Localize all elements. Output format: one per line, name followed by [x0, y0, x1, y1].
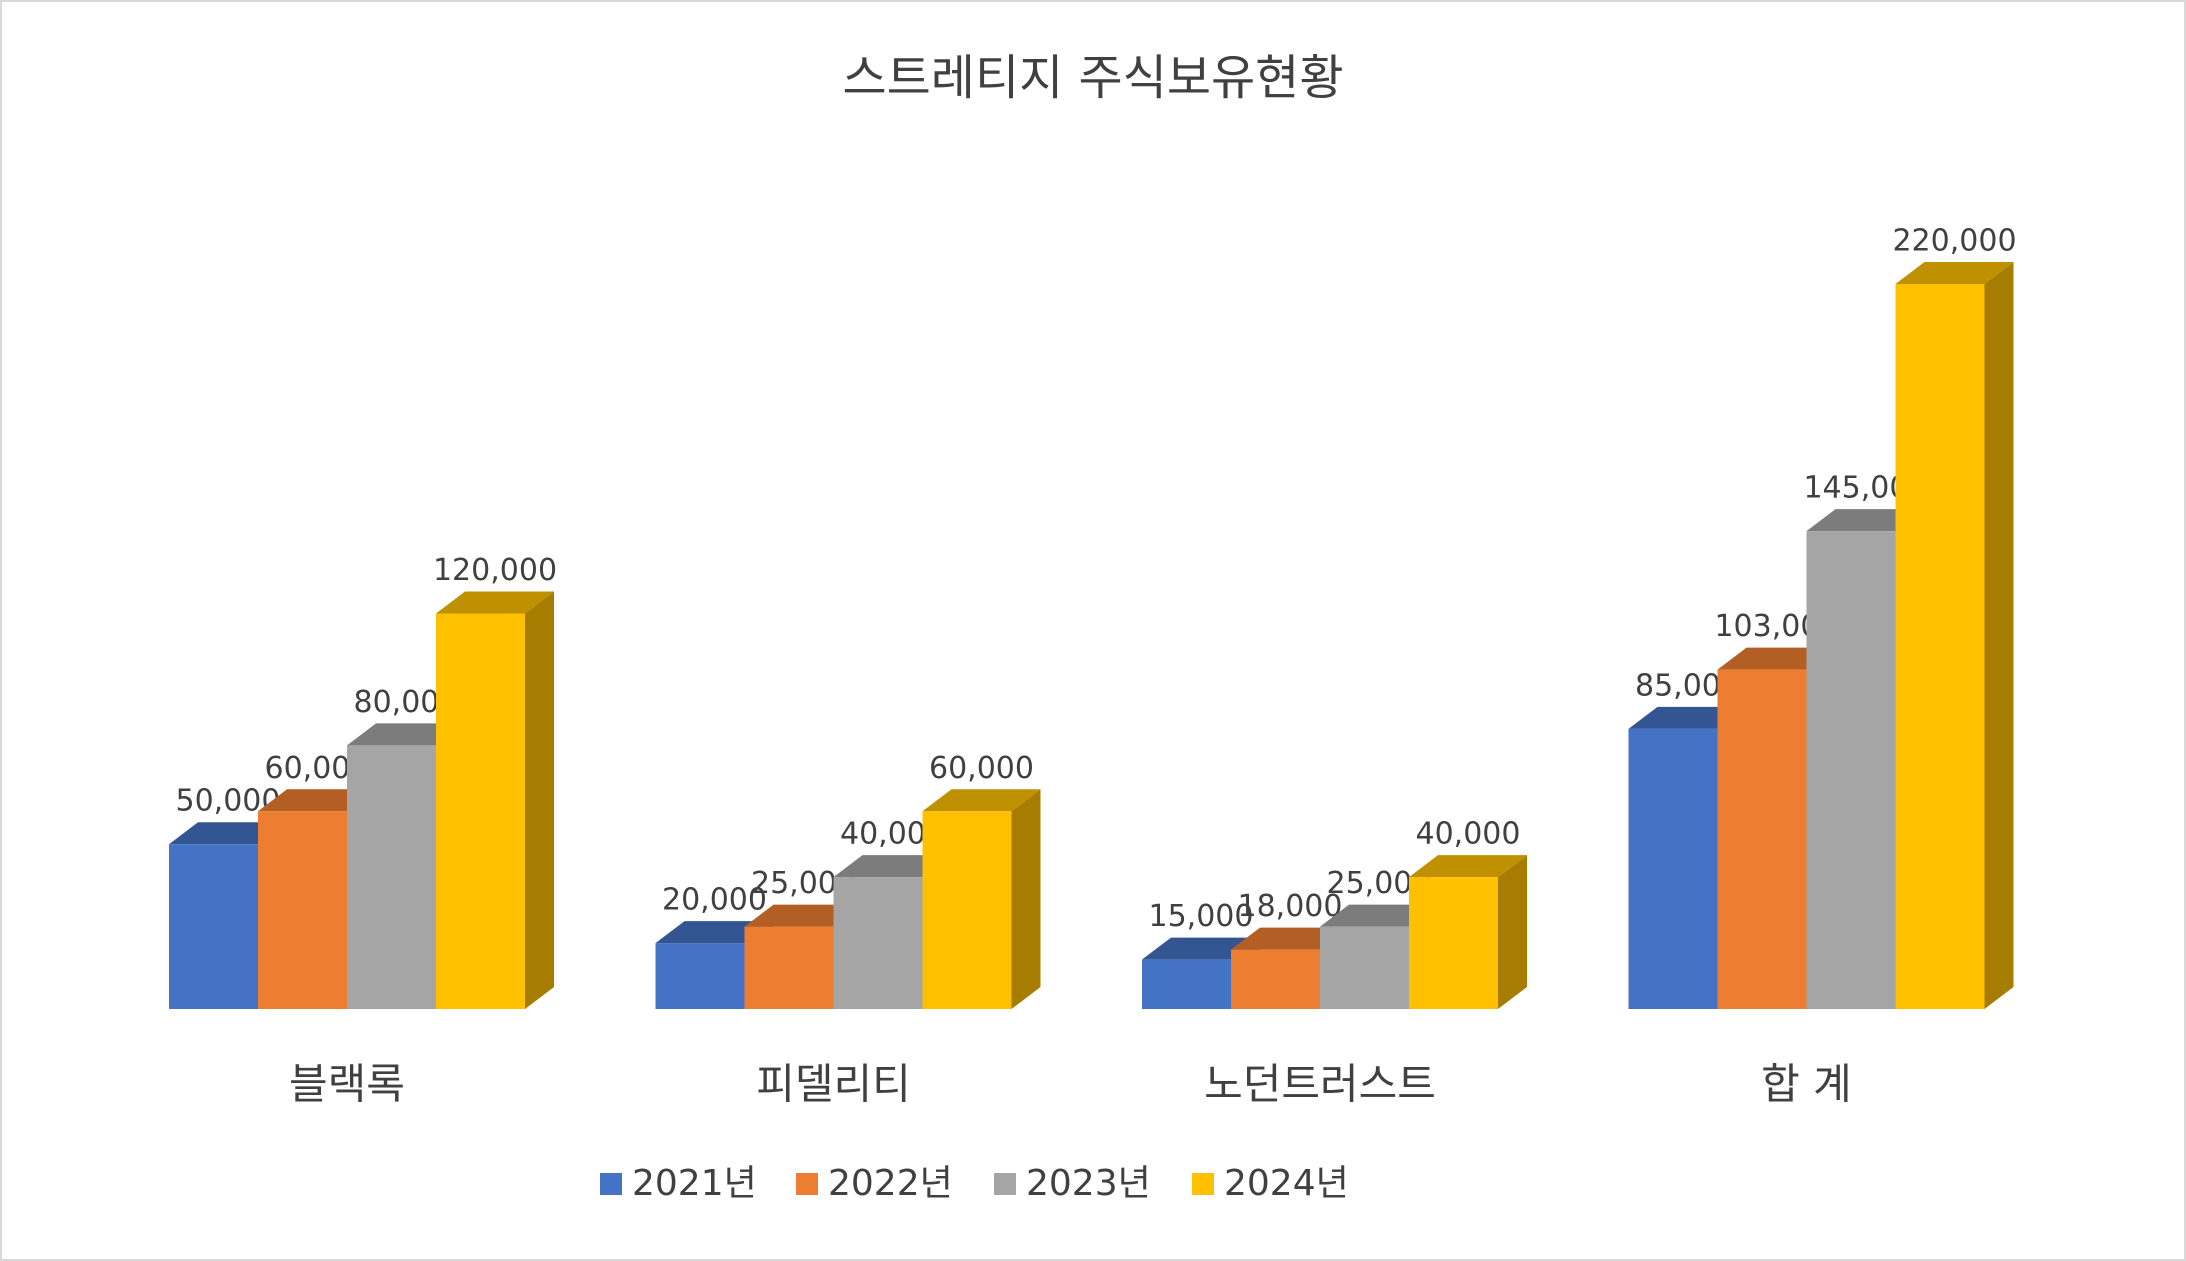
bar-side: [1984, 262, 2014, 1009]
bar-front: [436, 613, 525, 1009]
bar: [1895, 262, 2014, 1009]
bar-top: [744, 904, 863, 927]
chart-title: 스트레티지 주식보유현황: [842, 50, 1343, 106]
bar-top: [833, 855, 952, 878]
bar: [1409, 855, 1527, 1009]
bar-top: [1628, 706, 1747, 729]
bar: [922, 789, 1041, 1009]
bar-top: [1409, 855, 1527, 878]
data-label: 60,000: [929, 751, 1034, 786]
bar-front: [169, 844, 258, 1009]
bar-front: [347, 745, 436, 1009]
data-label: 120,000: [433, 553, 557, 588]
bar-top: [436, 591, 554, 614]
bar-top: [1717, 647, 1836, 670]
legend-label: 2023년: [1026, 1163, 1151, 1204]
bar-side: [1498, 855, 1527, 1009]
legend-swatch: [796, 1173, 818, 1195]
x-tick-label: 블랙록: [289, 1060, 405, 1109]
data-label: 18,000: [1238, 889, 1343, 924]
bar-top: [347, 723, 465, 746]
bar-top: [1142, 937, 1260, 960]
bar-front: [1895, 284, 1985, 1009]
legend-swatch: [600, 1173, 622, 1195]
bar-front: [833, 877, 923, 1009]
bar-front: [1806, 531, 1896, 1009]
bar-front: [1231, 949, 1320, 1009]
legend-label: 2021년: [632, 1163, 757, 1204]
x-tick-label: 피델리티: [756, 1060, 911, 1109]
legend-label: 2024년: [1224, 1163, 1349, 1204]
data-label: 220,000: [1892, 224, 2016, 259]
bar-front: [655, 943, 745, 1009]
legend-label: 2022년: [828, 1163, 953, 1204]
bar-front: [1628, 728, 1718, 1009]
bar-side: [525, 591, 554, 1009]
bar-front: [1717, 669, 1807, 1009]
data-label: 15,000: [1149, 899, 1254, 934]
bar-front: [1142, 959, 1231, 1009]
data-label: 20,000: [662, 883, 767, 918]
data-label: 40,000: [1416, 817, 1521, 852]
bar: [436, 591, 554, 1009]
bar-top: [1895, 262, 2014, 284]
bar-front: [744, 926, 834, 1009]
bar-front: [258, 811, 347, 1009]
bar-front: [1320, 926, 1409, 1009]
bar-top: [1320, 904, 1438, 927]
bar-top: [1806, 509, 1925, 532]
legend-swatch: [994, 1173, 1016, 1195]
bar-side: [1011, 789, 1041, 1009]
bar-top: [922, 789, 1041, 812]
bar-front: [1409, 877, 1498, 1009]
bar-top: [258, 789, 376, 812]
legend-swatch: [1192, 1173, 1214, 1195]
x-tick-label: 합 계: [1761, 1060, 1852, 1109]
x-tick-label: 노던트러스트: [1204, 1060, 1436, 1109]
bar-front: [922, 811, 1012, 1009]
bar-top: [1231, 927, 1349, 950]
bar-top: [655, 921, 774, 944]
bar-top: [169, 822, 287, 845]
